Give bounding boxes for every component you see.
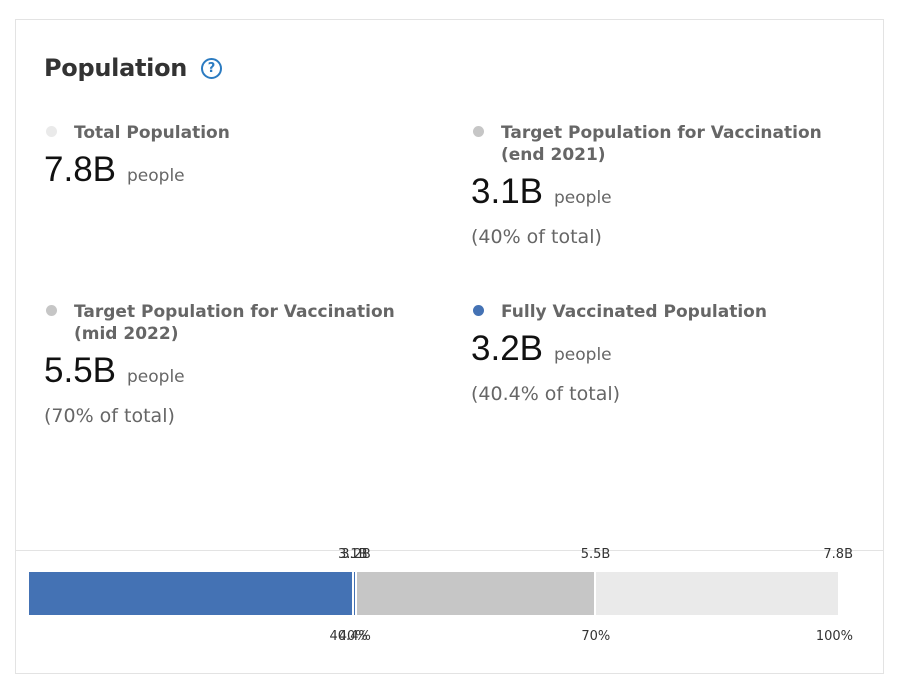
stat-value: 3.1B (471, 172, 543, 211)
stat-unit: people (127, 166, 185, 186)
stat-unit: people (554, 188, 612, 208)
progress-bar (29, 572, 838, 615)
question-circle-icon[interactable]: ? (201, 57, 223, 79)
bar-tick-percent: 100% (815, 629, 853, 644)
bar-tick-value: 3.1B (338, 547, 368, 562)
stat-target-mid-2022: Target Population for Vaccination (mid 2… (44, 301, 424, 427)
legend-dot-icon (473, 126, 484, 137)
card-header: Population ? (44, 54, 223, 82)
bar-tick-value: 5.5B (580, 547, 611, 562)
bar-tick-value: 3.2B (341, 547, 371, 562)
population-card: Population ? Total Population 7.8B peopl… (15, 19, 884, 674)
bar-tick-percent: 70% (581, 629, 611, 644)
stat-percent: (70% of total) (44, 405, 175, 427)
bar-segment-target-mid-2022 (355, 572, 596, 615)
stat-label: Target Population for Vaccination (mid 2… (74, 302, 395, 344)
bar-separator (351, 572, 354, 615)
stat-value: 3.2B (471, 329, 543, 368)
bar-separator (354, 572, 357, 615)
bar-tick-percent: 40% (338, 629, 368, 644)
legend-dot-icon (46, 305, 57, 316)
stat-label: Total Population (74, 123, 230, 143)
stat-fully-vaccinated: Fully Vaccinated Population 3.2B people … (471, 301, 851, 405)
stat-unit: people (127, 367, 185, 387)
stat-target-end-2021: Target Population for Vaccination (end 2… (471, 122, 851, 248)
bar-segment-fully-vaccinated (29, 572, 356, 615)
stat-label: Fully Vaccinated Population (501, 302, 767, 322)
stat-value: 7.8B (44, 150, 116, 189)
legend-dot-icon (46, 126, 57, 137)
stat-percent: (40.4% of total) (471, 383, 621, 405)
legend-dot-icon (473, 305, 484, 316)
bar-segment-total-population (595, 572, 838, 615)
bar-tick-percent: 40.4% (329, 629, 371, 644)
card-title: Population (44, 54, 188, 82)
bar-separator (594, 572, 597, 615)
stat-total-population: Total Population 7.8B people (44, 122, 424, 190)
stat-percent: (40% of total) (471, 226, 602, 248)
stat-value: 5.5B (44, 351, 116, 390)
stat-label: Target Population for Vaccination (end 2… (501, 123, 822, 165)
stat-unit: people (554, 345, 612, 365)
divider (16, 550, 883, 551)
bar-tick-value: 7.8B (823, 547, 853, 562)
